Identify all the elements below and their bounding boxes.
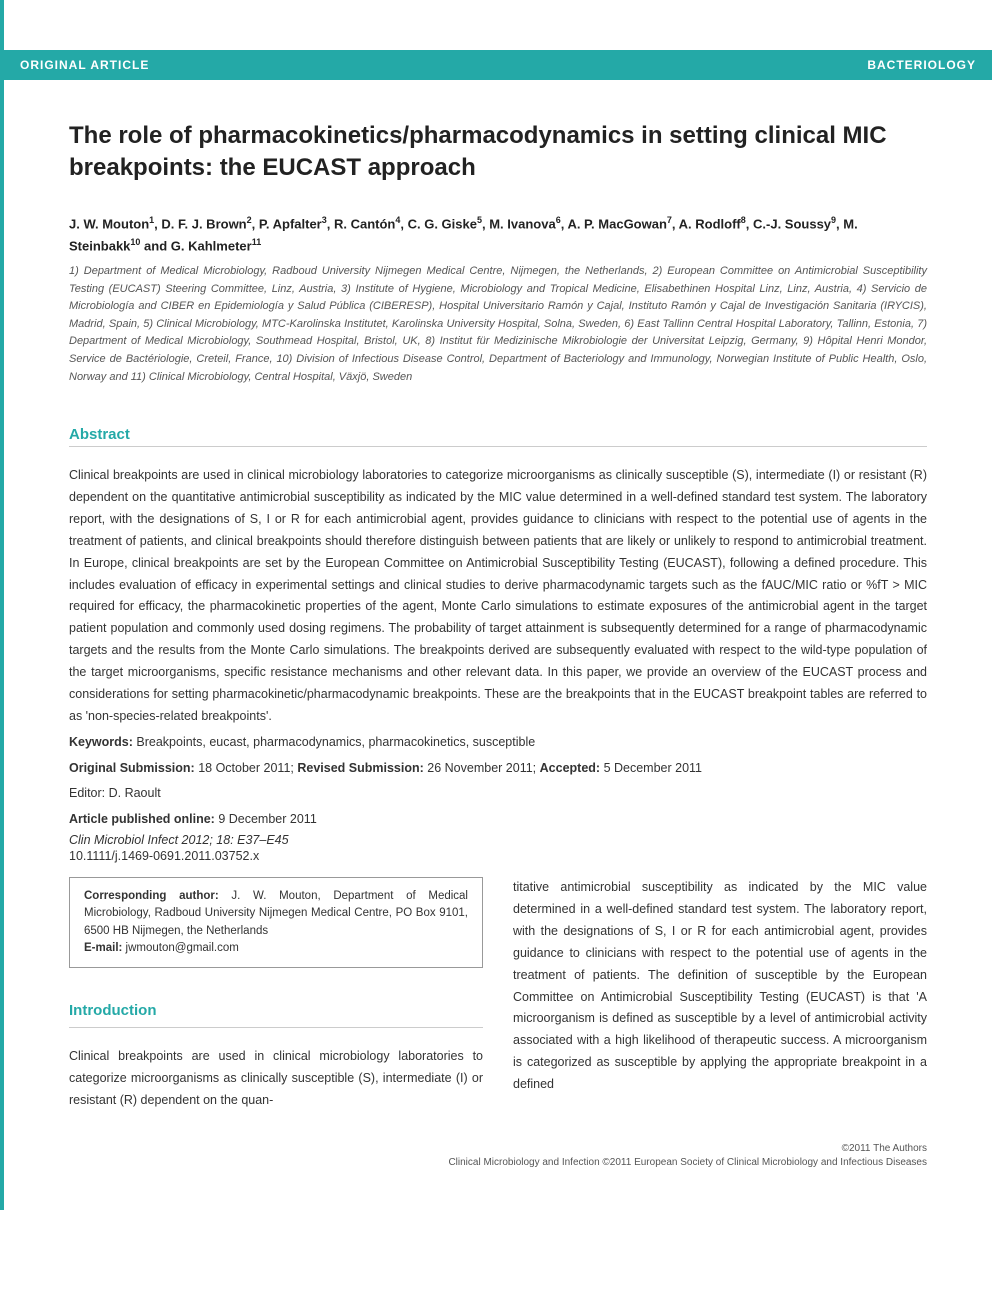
keywords-label: Keywords: xyxy=(69,735,133,749)
corr-label: Corresponding author: xyxy=(84,890,219,902)
footer-line-1: ©2011 The Authors xyxy=(69,1142,927,1156)
abstract-body: Clinical breakpoints are used in clinica… xyxy=(69,465,927,728)
corr-email-label: E-mail: xyxy=(84,942,122,954)
article-type-label: ORIGINAL ARTICLE xyxy=(20,58,149,72)
acc-label: Accepted: xyxy=(540,761,600,775)
keywords-text: Breakpoints, eucast, pharmacodynamics, p… xyxy=(136,735,535,749)
acc-date: 5 December 2011 xyxy=(604,761,702,775)
pub-online-date: 9 December 2011 xyxy=(218,812,316,826)
section-label: BACTERIOLOGY xyxy=(867,58,976,72)
introduction-col1: Clinical breakpoints are used in clinica… xyxy=(69,1046,483,1112)
author-list: J. W. Mouton1, D. F. J. Brown2, P. Apfal… xyxy=(69,213,927,257)
category-bar: ORIGINAL ARTICLE BACTERIOLOGY xyxy=(4,50,992,80)
editor-line: Editor: D. Raoult xyxy=(69,783,927,805)
abstract-heading: Abstract xyxy=(69,426,927,447)
keywords-line: Keywords: Breakpoints, eucast, pharmacod… xyxy=(69,732,927,754)
corresponding-author-box: Corresponding author: J. W. Mouton, Depa… xyxy=(69,877,483,968)
rev-sub-label: Revised Submission: xyxy=(297,761,423,775)
article-title: The role of pharmacokinetics/pharmacodyn… xyxy=(69,120,927,185)
footer-line-2: Clinical Microbiology and Infection ©201… xyxy=(69,1156,927,1170)
affiliation-list: 1) Department of Medical Microbiology, R… xyxy=(69,263,927,386)
introduction-col2: titative antimicrobial susceptibility as… xyxy=(513,877,927,1096)
orig-sub-label: Original Submission: xyxy=(69,761,195,775)
doi-line: 10.1111/j.1469-0691.2011.03752.x xyxy=(69,849,927,863)
lower-two-column: Corresponding author: J. W. Mouton, Depa… xyxy=(69,863,927,1112)
rev-sub-date: 26 November 2011; xyxy=(427,761,536,775)
orig-sub-date: 18 October 2011; xyxy=(198,761,294,775)
right-column: titative antimicrobial susceptibility as… xyxy=(513,863,927,1112)
citation-line: Clin Microbiol Infect 2012; 18: E37–E45 xyxy=(69,833,927,847)
pub-online-label: Article published online: xyxy=(69,812,215,826)
introduction-heading: Introduction xyxy=(69,998,483,1028)
submission-dates: Original Submission: 18 October 2011; Re… xyxy=(69,758,927,780)
copyright-footer: ©2011 The Authors Clinical Microbiology … xyxy=(69,1142,927,1170)
left-column: Corresponding author: J. W. Mouton, Depa… xyxy=(69,863,483,1112)
page-container: ORIGINAL ARTICLE BACTERIOLOGY The role o… xyxy=(0,0,992,1210)
pub-online-line: Article published online: 9 December 201… xyxy=(69,809,927,831)
corr-email[interactable]: jwmouton@gmail.com xyxy=(126,942,239,954)
